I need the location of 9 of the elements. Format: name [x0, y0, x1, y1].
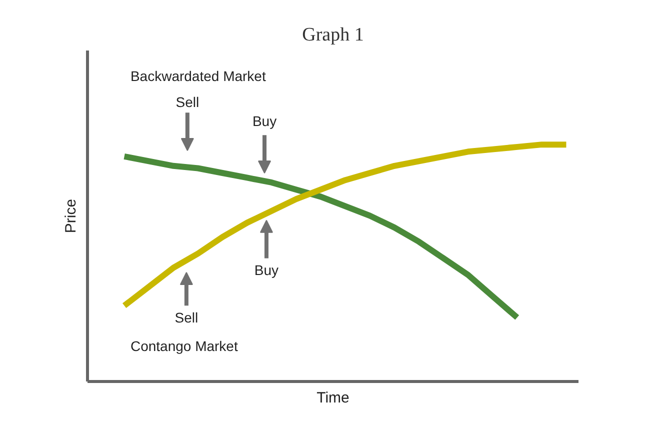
text: Sell	[176, 94, 200, 110]
x-axis-title: Time	[316, 390, 350, 406]
text: Buy	[252, 112, 277, 129]
annotation: Sell	[174, 310, 198, 326]
annotation: Buy	[254, 262, 279, 278]
y-axis-title: Price	[62, 198, 80, 234]
annotation: Contango Market	[130, 338, 238, 354]
chart-title: Graph 1	[302, 24, 364, 46]
text: Backwardated Market	[130, 68, 266, 84]
